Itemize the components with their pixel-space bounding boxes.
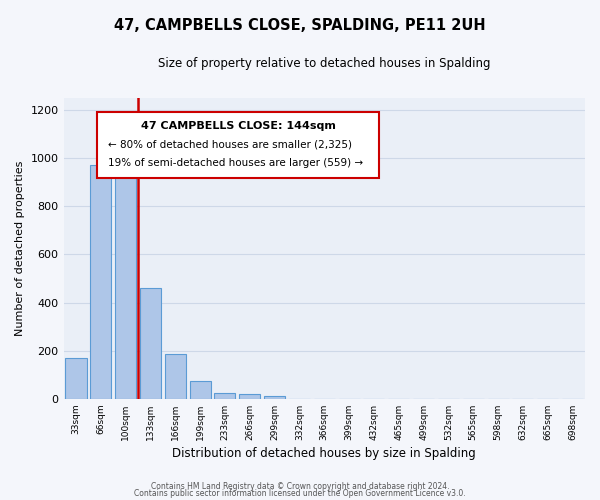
Text: ← 80% of detached houses are smaller (2,325): ← 80% of detached houses are smaller (2,…	[108, 140, 352, 149]
Y-axis label: Number of detached properties: Number of detached properties	[15, 161, 25, 336]
Text: 47, CAMPBELLS CLOSE, SPALDING, PE11 2UH: 47, CAMPBELLS CLOSE, SPALDING, PE11 2UH	[114, 18, 486, 32]
X-axis label: Distribution of detached houses by size in Spalding: Distribution of detached houses by size …	[172, 447, 476, 460]
Bar	[190, 381, 211, 399]
Bar	[65, 358, 86, 399]
Bar	[214, 393, 235, 399]
Bar	[140, 288, 161, 399]
Text: 19% of semi-detached houses are larger (559) →: 19% of semi-detached houses are larger (…	[108, 158, 363, 168]
FancyBboxPatch shape	[97, 112, 379, 178]
Bar	[90, 166, 112, 399]
Title: Size of property relative to detached houses in Spalding: Size of property relative to detached ho…	[158, 58, 491, 70]
Bar	[115, 158, 136, 399]
Bar	[264, 396, 285, 399]
Bar	[165, 354, 186, 399]
Text: Contains public sector information licensed under the Open Government Licence v3: Contains public sector information licen…	[134, 488, 466, 498]
Text: 47 CAMPBELLS CLOSE: 144sqm: 47 CAMPBELLS CLOSE: 144sqm	[141, 120, 335, 130]
Text: Contains HM Land Registry data © Crown copyright and database right 2024.: Contains HM Land Registry data © Crown c…	[151, 482, 449, 491]
Bar	[239, 394, 260, 399]
